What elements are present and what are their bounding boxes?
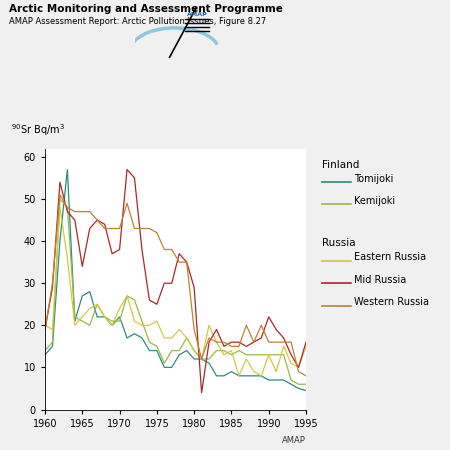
Text: AMAP Assessment Report: Arctic Pollution Issues, Figure 8.27: AMAP Assessment Report: Arctic Pollution… — [9, 17, 266, 26]
Text: AMAP: AMAP — [282, 436, 306, 445]
Text: Finland: Finland — [322, 160, 359, 170]
Text: Arctic Monitoring and Assessment Programme: Arctic Monitoring and Assessment Program… — [9, 4, 283, 14]
Text: Kemijoki: Kemijoki — [354, 196, 395, 206]
Text: $^{90}$Sr Bq/m$^3$: $^{90}$Sr Bq/m$^3$ — [11, 122, 65, 138]
Text: Russia: Russia — [322, 238, 356, 248]
Text: Eastern Russia: Eastern Russia — [354, 252, 426, 262]
Text: AMAP: AMAP — [186, 12, 207, 17]
Text: Western Russia: Western Russia — [354, 297, 429, 307]
Text: Tomijoki: Tomijoki — [354, 174, 393, 184]
Text: Mid Russia: Mid Russia — [354, 275, 406, 285]
